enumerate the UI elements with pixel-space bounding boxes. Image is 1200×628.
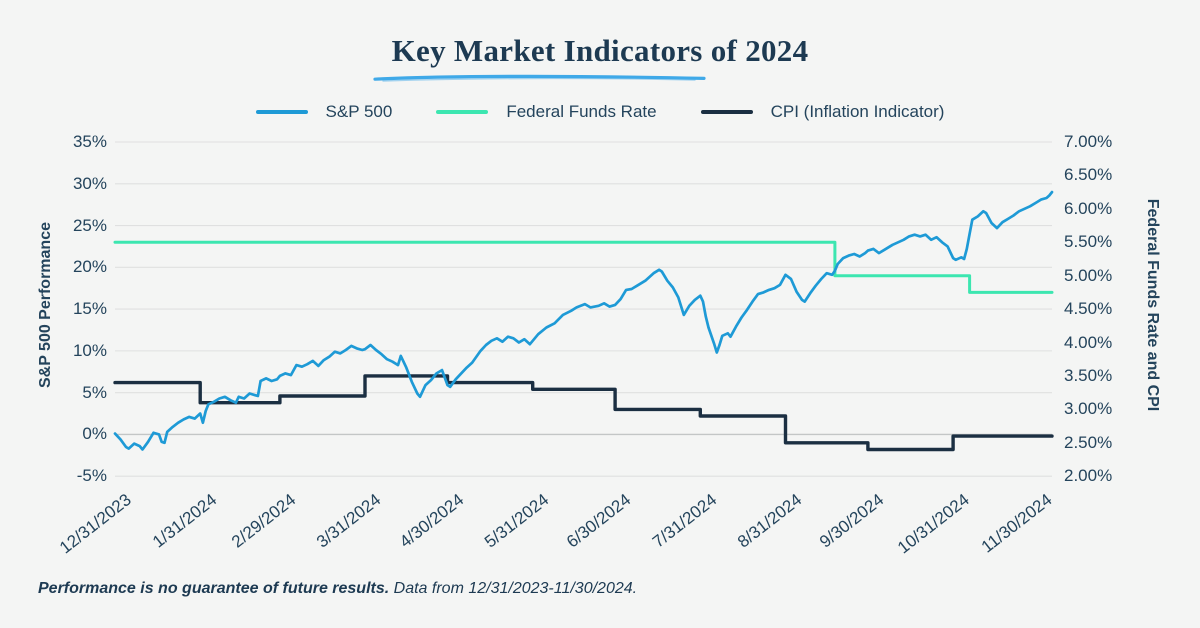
right-axis-tick-5.00%: 5.00% — [1064, 265, 1113, 285]
legend-item-cpi[interactable]: CPI (Inflation Indicator) — [700, 102, 945, 122]
series-line-s-p-500 — [113, 190, 1054, 451]
left-axis-tick-30%: 30% — [72, 173, 107, 193]
legend-label-sp500: S&P 500 — [325, 102, 393, 121]
right-axis-tick-6.50%: 6.50% — [1064, 165, 1113, 185]
legend-item-sp500[interactable]: S&P 500 — [255, 102, 393, 122]
chart-title: Key Market Indicators of 2024 — [391, 33, 809, 68]
left-axis-tick-15%: 15% — [72, 299, 107, 319]
legend-label-cpi: CPI (Inflation Indicator) — [770, 102, 945, 121]
legend: S&P 500 Federal Funds Rate CPI (Inflatio… — [0, 100, 1200, 124]
fed-funds-line-swatch-icon — [436, 110, 489, 114]
cpi-line-swatch-icon — [700, 110, 753, 114]
right-axis-tick-4.50%: 4.50% — [1064, 299, 1113, 319]
legend-item-fed-funds[interactable]: Federal Funds Rate — [436, 102, 657, 122]
footnote-disclaimer: Performance is no guarantee of future re… — [38, 580, 390, 597]
footnote: Performance is no guarantee of future re… — [38, 580, 637, 598]
right-axis-tick-2.50%: 2.50% — [1064, 432, 1113, 452]
sp500-line-swatch-icon — [255, 110, 308, 114]
right-axis-tick-6.00%: 6.00% — [1064, 198, 1113, 218]
right-axis-tick-5.50%: 5.50% — [1064, 232, 1113, 252]
right-axis-tick-7.00%: 7.00% — [1064, 132, 1113, 151]
left-axis-tick-35%: 35% — [72, 132, 107, 151]
left-axis-tick-0%: 0% — [82, 424, 107, 444]
left-axis-tick-5%: 5% — [82, 382, 107, 402]
title-underline-decoration — [373, 74, 706, 82]
right-axis-tick-2.00%: 2.00% — [1064, 466, 1113, 486]
right-axis-tick-3.50%: 3.50% — [1064, 365, 1113, 385]
left-axis-tick-10%: 10% — [72, 340, 107, 360]
series-line-federal-funds-rate — [113, 240, 1054, 294]
left-axis-tick-20%: 20% — [72, 257, 107, 277]
right-axis-tick-4.00%: 4.00% — [1064, 332, 1113, 352]
right-axis-tick-3.00%: 3.00% — [1064, 399, 1113, 419]
footnote-data-range: Data from 12/31/2023-11/30/2024. — [389, 580, 638, 597]
left-axis-tick--5%: -5% — [76, 466, 107, 486]
series-line-cpi-inflation-indicator — [113, 374, 1054, 452]
legend-label-fed-funds: Federal Funds Rate — [506, 102, 657, 121]
left-axis-tick-25%: 25% — [72, 215, 107, 235]
